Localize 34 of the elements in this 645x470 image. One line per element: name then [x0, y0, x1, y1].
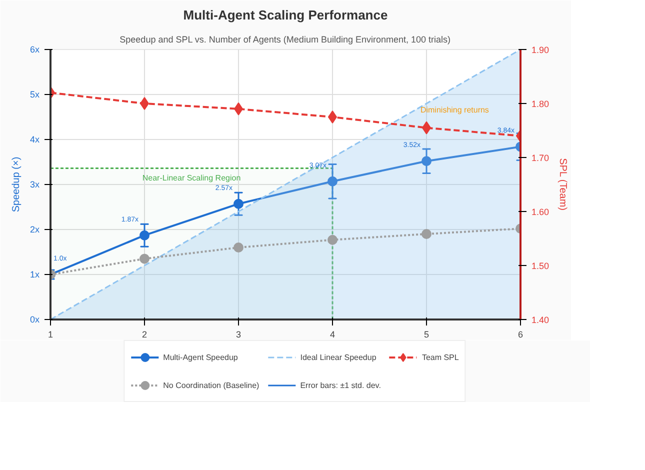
- y2-tick-label: 1.70: [532, 153, 550, 163]
- x-tick-label: 5: [424, 330, 430, 340]
- y-tick-label: 0x: [30, 314, 40, 324]
- y2-axis-title: SPL (Team): [557, 158, 568, 211]
- band-label: Near-Linear Scaling Region: [142, 173, 241, 182]
- y-tick-label: 2x: [30, 224, 40, 234]
- y-tick-label: 1x: [30, 270, 40, 280]
- chart-subtitle: Speedup and SPL vs. Number of Agents (Medium Building Environment, 100 trials): [120, 34, 451, 44]
- x-tick-label: 2: [142, 330, 148, 340]
- y-tick-label: 3x: [30, 180, 40, 190]
- x-tick-label: 3: [236, 330, 242, 340]
- y-axis-title: Speedup (×): [10, 156, 22, 212]
- legend-label: Team SPL: [422, 352, 459, 362]
- annotation: Diminishing returns: [420, 105, 489, 114]
- point: [234, 242, 244, 252]
- y-tick-label: 6x: [30, 44, 40, 54]
- y2-tick-label: 1.60: [532, 207, 550, 217]
- legend-label: Multi-Agent Speedup: [163, 352, 238, 362]
- y2-tick-label: 1.90: [532, 45, 550, 55]
- point: [422, 229, 432, 239]
- x-tick-label: 6: [518, 330, 524, 340]
- chart-title: Multi-Agent Scaling Performance: [183, 8, 388, 22]
- x-tick-label: 4: [330, 330, 336, 340]
- y2-tick-label: 1.40: [532, 315, 550, 325]
- text: Error bars: ±1 std. dev.: [300, 380, 381, 390]
- y-tick-label: 4x: [30, 134, 40, 144]
- legend-label: Ideal Linear Speedup: [300, 352, 376, 362]
- point: [328, 234, 338, 245]
- x-tick-label: 1: [48, 330, 54, 340]
- y2-tick-label: 1.50: [532, 261, 550, 271]
- point: [140, 254, 150, 264]
- y2-tick-label: 1.80: [532, 99, 550, 109]
- legend-label: No Coordination (Baseline): [163, 380, 260, 390]
- y-tick-label: 5x: [30, 90, 40, 100]
